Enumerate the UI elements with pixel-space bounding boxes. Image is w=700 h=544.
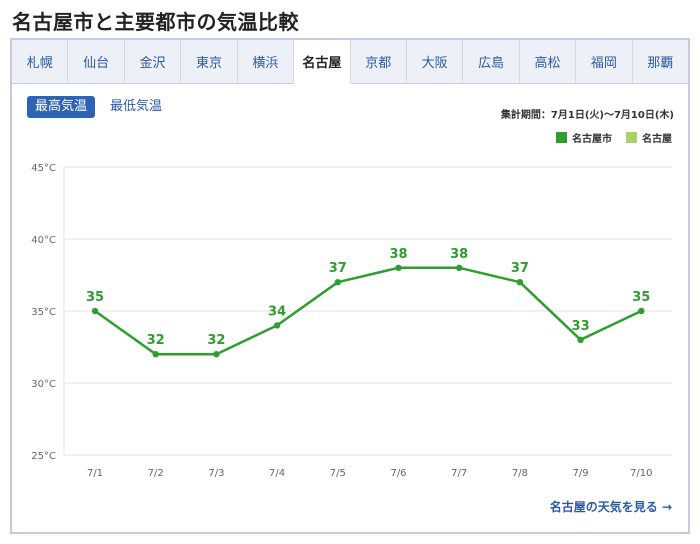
- legend-label-1: 名古屋市: [572, 134, 612, 145]
- view-weather-link[interactable]: 名古屋の天気を見る →: [549, 500, 672, 514]
- y-tick-label-30: 30°C: [31, 379, 56, 390]
- data-point-3: [213, 351, 220, 358]
- period-text: 集計期間：7月1日(火)〜7月10日(木): [500, 110, 674, 121]
- data-point-2: [152, 351, 159, 358]
- x-tick-label-7: 7/7: [451, 468, 467, 479]
- tab-11[interactable]: 福岡: [576, 40, 633, 83]
- data-point-9: [577, 336, 584, 343]
- data-point-10: [638, 307, 645, 315]
- tab-10[interactable]: 高松: [520, 40, 577, 83]
- y-tick-label-40: 40°C: [31, 235, 56, 246]
- y-tick-label-35: 35°C: [31, 307, 56, 318]
- chart-legend: 名古屋市 名古屋: [556, 130, 672, 145]
- data-point-8: [516, 279, 524, 286]
- temperature-line-chart: 25°C 30°C 35°C 40°C 45°C 7/1 7/2 7/3 7/4 7/5 7/6 7/…: [31, 163, 672, 479]
- data-label-2: 32: [147, 333, 165, 348]
- data-point-1: [91, 307, 99, 315]
- data-label-7: 38: [450, 247, 468, 262]
- data-point-6: [395, 264, 402, 271]
- tab-12[interactable]: 那覇: [647, 56, 674, 71]
- data-label-1: 35: [86, 290, 104, 305]
- data-label-3: 32: [207, 333, 225, 348]
- x-tick-label-1: 7/1: [87, 468, 103, 479]
- x-tick-label-9: 7/9: [573, 468, 589, 479]
- tab-7[interactable]: 京都: [351, 40, 407, 83]
- tab-2[interactable]: 仙台: [68, 40, 125, 83]
- tab-3[interactable]: 金沢: [125, 40, 182, 83]
- y-tick-label-25: 25°C: [31, 451, 56, 462]
- max-temp-toggle[interactable]: 最高気温: [27, 96, 96, 118]
- legend-swatch-1: [556, 132, 567, 143]
- data-label-5: 37: [329, 261, 347, 276]
- tab-9[interactable]: 広島: [463, 40, 520, 83]
- tab-4[interactable]: 東京: [181, 40, 238, 83]
- legend-label-2: 名古屋: [642, 134, 672, 145]
- legend-swatch-2: [626, 132, 637, 143]
- x-tick-label-3: 7/3: [208, 468, 224, 479]
- legend-item-2: 名古屋: [626, 130, 672, 145]
- data-label-8: 37: [511, 261, 529, 276]
- tab-6[interactable]: 名古屋: [294, 40, 351, 84]
- x-tick-label-6: 7/6: [390, 468, 406, 479]
- data-point-4: [273, 322, 281, 329]
- y-tick-label-45: 45°C: [31, 163, 56, 174]
- x-tick-label-5: 7/5: [330, 468, 346, 479]
- data-label-6: 38: [389, 247, 407, 262]
- x-tick-label-2: 7/2: [148, 468, 164, 479]
- data-label-9: 33: [572, 319, 590, 334]
- min-temp-toggle[interactable]: 最低気温: [110, 99, 163, 114]
- data-label-4: 34: [268, 304, 286, 319]
- x-tick-label-10: 7/10: [630, 468, 652, 479]
- tab-5[interactable]: 横浜: [238, 40, 295, 83]
- legend-item-1: 名古屋市: [556, 130, 612, 145]
- data-label-10: 35: [632, 290, 650, 305]
- x-tick-label-8: 7/8: [512, 468, 528, 479]
- chart-panel: 札幌 仙台 金沢 東京 横浜 名古屋 京都 大阪 広島 高松 福岡 那覇 最高気温 最低気温 集計期間…: [10, 38, 690, 534]
- x-tick-label-4: 7/4: [269, 468, 285, 479]
- series-line-nagoya: [94, 266, 642, 356]
- tab-1[interactable]: 札幌: [12, 40, 69, 83]
- data-point-5: [334, 279, 341, 286]
- city-tabs: 札幌 仙台 金沢 東京 横浜 名古屋 京都 大阪 広島 高松 福岡 那覇: [12, 40, 688, 84]
- page-title: 名古屋市と主要都市の気温比較: [12, 10, 299, 34]
- data-point-7: [456, 264, 463, 271]
- tab-8[interactable]: 大阪: [407, 40, 464, 83]
